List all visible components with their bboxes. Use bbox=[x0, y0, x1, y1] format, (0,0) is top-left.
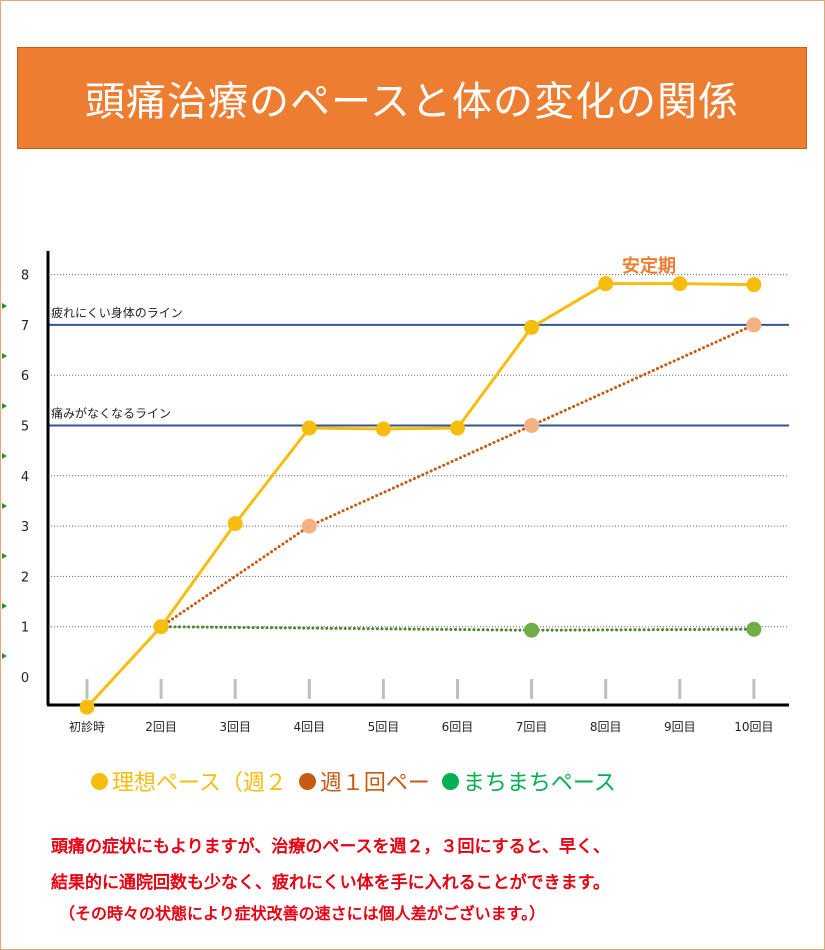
edge-mark bbox=[2, 303, 7, 309]
data-point bbox=[746, 277, 762, 293]
y-tick-label: 4 bbox=[21, 470, 29, 485]
explanation-notes: 頭痛の症状にもよりますが、治療のペースを週２，３回にすると、早く、 結果的に通院… bbox=[51, 829, 811, 927]
legend-marker bbox=[91, 772, 108, 790]
data-point bbox=[598, 276, 614, 292]
y-tick-label: 8 bbox=[21, 269, 29, 284]
x-tick-label: 9回目 bbox=[664, 720, 696, 734]
edge-mark bbox=[2, 353, 7, 359]
edge-mark bbox=[2, 553, 7, 559]
data-point bbox=[450, 420, 465, 436]
legend-label: まちまちペース bbox=[462, 771, 616, 796]
legend-item-ideal: 理想ペース（週２ bbox=[91, 765, 287, 797]
x-tick-label: 4回目 bbox=[293, 720, 325, 734]
chart-legend: 理想ペース（週２ 週１回ペー まちまちペース bbox=[91, 765, 628, 797]
data-point bbox=[79, 699, 95, 715]
data-point bbox=[524, 418, 540, 433]
legend-label: 週１回ペー bbox=[319, 771, 430, 796]
data-point bbox=[375, 421, 391, 437]
x-tick-label: 6回目 bbox=[442, 720, 474, 734]
legend-marker bbox=[298, 772, 316, 790]
legend-item-weekly: 週１回ペー bbox=[298, 765, 430, 797]
y-tick-label: 6 bbox=[21, 369, 29, 384]
y-tick-label: 5 bbox=[21, 420, 29, 435]
x-tick-label: 2回目 bbox=[145, 720, 177, 734]
note-line: 結果的に通院回数も少なく、疲れにくい体を手に入れることができます。 bbox=[51, 873, 610, 893]
x-tick-label: 3回目 bbox=[219, 720, 251, 734]
x-tick-label: 初診時 bbox=[69, 719, 105, 734]
legend-item-irregular: まちまちペース bbox=[441, 765, 616, 797]
page-title: 頭痛治療のペースと体の変化の関係 bbox=[85, 79, 739, 125]
x-tick-label: 8回目 bbox=[590, 720, 622, 734]
data-point bbox=[301, 420, 317, 436]
data-point bbox=[524, 319, 540, 335]
y-tick-label: 1 bbox=[21, 621, 29, 636]
chart-annotation: 安定期 bbox=[622, 255, 676, 277]
edge-mark bbox=[2, 403, 7, 409]
data-point bbox=[524, 622, 540, 638]
data-point bbox=[672, 276, 688, 292]
reference-line-label: 疲れにくい身体のライン bbox=[51, 305, 183, 320]
legend-marker bbox=[441, 772, 459, 790]
x-tick-label: 7回目 bbox=[516, 720, 548, 734]
title-banner: 頭痛治療のペースと体の変化の関係 bbox=[17, 47, 807, 149]
edge-mark bbox=[2, 503, 7, 509]
data-point bbox=[153, 619, 169, 635]
data-point bbox=[227, 516, 243, 532]
edge-mark bbox=[2, 603, 7, 609]
edge-mark bbox=[2, 453, 7, 459]
reference-line-label: 痛みがなくなるライン bbox=[51, 406, 171, 421]
series-line bbox=[159, 323, 756, 629]
y-tick-label: 3 bbox=[21, 520, 29, 535]
x-tick-label: 10回目 bbox=[734, 720, 773, 734]
series-line bbox=[159, 625, 756, 632]
y-tick-label: 2 bbox=[21, 570, 29, 585]
data-point bbox=[746, 317, 762, 333]
x-tick-label: 5回目 bbox=[368, 720, 400, 734]
y-tick-label: 0 bbox=[21, 671, 29, 686]
y-tick-label: 7 bbox=[21, 319, 29, 334]
data-point bbox=[301, 518, 317, 534]
data-point bbox=[746, 621, 762, 637]
series-line bbox=[85, 282, 756, 709]
edge-mark bbox=[2, 653, 7, 659]
legend-label: 理想ペース（週２ bbox=[112, 771, 287, 796]
note-line: （その時々の状態により症状改善の速さには個人差がございます。） bbox=[59, 904, 546, 923]
note-line: 頭痛の症状にもよりますが、治療のペースを週２，３回にすると、早く、 bbox=[51, 837, 610, 857]
